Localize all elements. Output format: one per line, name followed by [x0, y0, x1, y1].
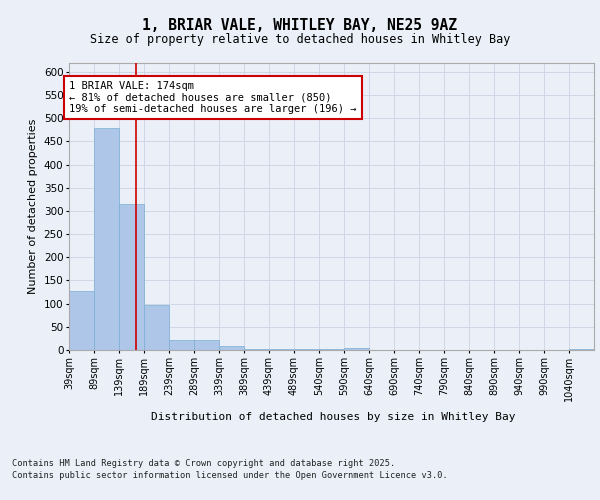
Text: 1, BRIAR VALE, WHITLEY BAY, NE25 9AZ: 1, BRIAR VALE, WHITLEY BAY, NE25 9AZ: [143, 18, 458, 32]
Bar: [94, 128, 119, 350]
Bar: [319, 349, 344, 350]
Bar: [294, 349, 319, 350]
Bar: [194, 340, 219, 350]
Bar: [169, 340, 194, 350]
Bar: [244, 349, 269, 350]
Text: Size of property relative to detached houses in Whitley Bay: Size of property relative to detached ho…: [90, 32, 510, 46]
Y-axis label: Number of detached properties: Number of detached properties: [28, 118, 38, 294]
Bar: [119, 204, 144, 350]
Text: Contains HM Land Registry data © Crown copyright and database right 2025.: Contains HM Land Registry data © Crown c…: [12, 458, 395, 468]
Bar: [269, 349, 294, 350]
Text: Distribution of detached houses by size in Whitley Bay: Distribution of detached houses by size …: [151, 412, 515, 422]
Bar: [219, 346, 244, 350]
Bar: [144, 304, 169, 350]
Bar: [344, 348, 369, 350]
Bar: [569, 349, 594, 350]
Text: 1 BRIAR VALE: 174sqm
← 81% of detached houses are smaller (850)
19% of semi-deta: 1 BRIAR VALE: 174sqm ← 81% of detached h…: [69, 81, 356, 114]
Text: Contains public sector information licensed under the Open Government Licence v3: Contains public sector information licen…: [12, 471, 448, 480]
Bar: [69, 290, 94, 350]
